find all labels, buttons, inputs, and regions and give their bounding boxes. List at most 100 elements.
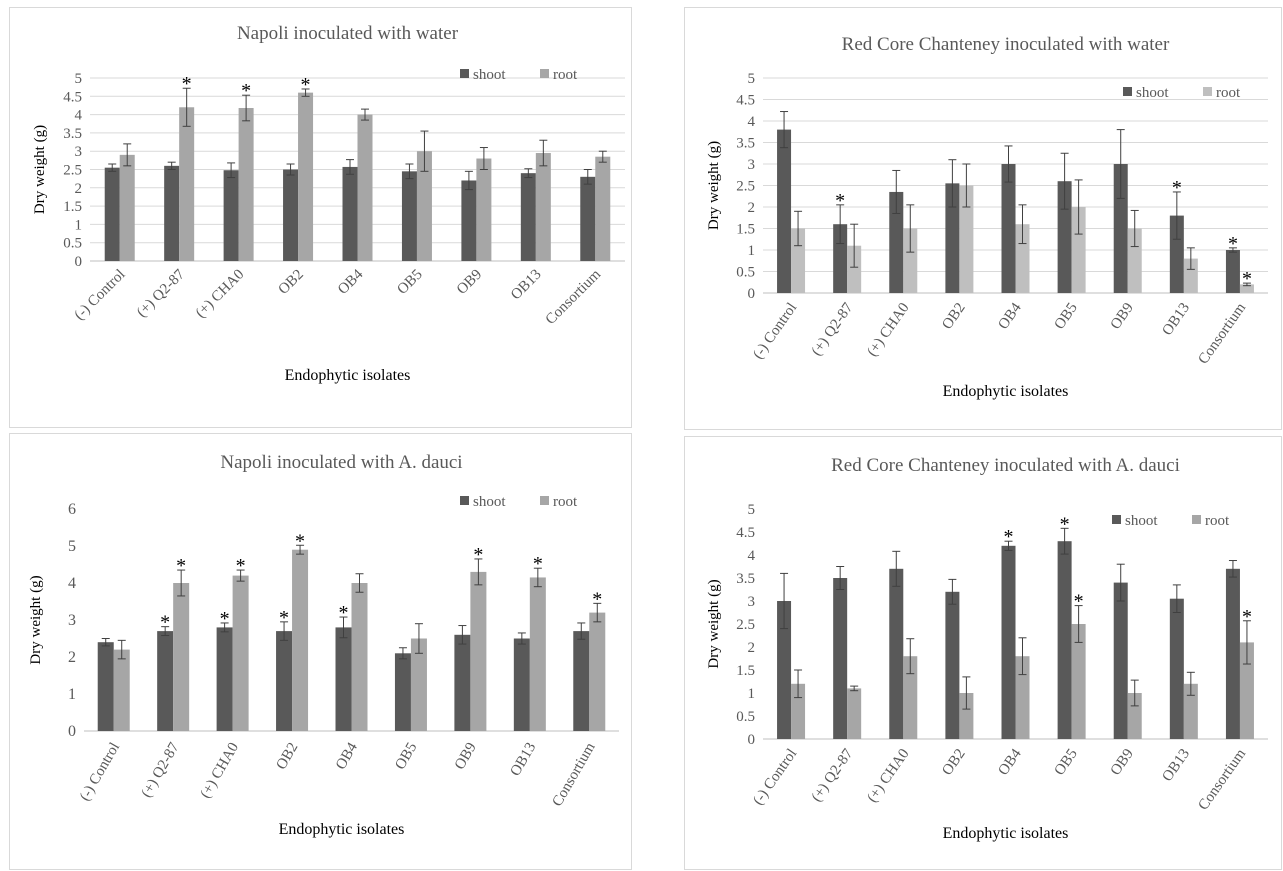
y-tick-label: 4 <box>748 114 756 130</box>
y-tick-label: 2 <box>748 200 756 216</box>
x-tick-label: OB5 <box>1052 300 1081 332</box>
significance-marker: * <box>533 553 543 575</box>
significance-marker: * <box>176 555 186 577</box>
bar-shoot <box>945 183 960 293</box>
bar-root <box>1127 228 1142 293</box>
y-tick-label: 2 <box>75 181 83 197</box>
y-tick-label: 5 <box>748 71 756 87</box>
bar-shoot <box>216 627 233 731</box>
significance-marker: * <box>592 588 602 610</box>
bar-root <box>173 583 190 731</box>
legend-swatch-shoot <box>1123 87 1132 96</box>
bar-root <box>470 571 487 731</box>
x-tick-label: OB2 <box>939 300 968 332</box>
chart-redcore-water: Red Core Chanteney inoculated with water… <box>706 34 1268 400</box>
y-tick-label: 1.5 <box>736 222 755 238</box>
significance-marker: * <box>182 73 192 95</box>
y-tick-label: 3 <box>68 612 76 629</box>
bar-root <box>1239 642 1254 739</box>
x-tick-label: OB5 <box>392 740 420 773</box>
x-tick-label: OB13 <box>508 267 545 304</box>
bar-shoot <box>777 129 792 293</box>
bar-root <box>410 638 427 731</box>
significance-marker: * <box>279 607 289 629</box>
significance-marker: * <box>1242 606 1252 628</box>
y-tick-label: 4 <box>68 575 76 592</box>
y-tick-label: 0.5 <box>63 236 82 252</box>
y-tick-label: 2 <box>68 649 76 666</box>
bar-shoot <box>104 167 120 261</box>
bar-shoot <box>945 591 960 739</box>
significance-marker: * <box>236 555 246 577</box>
legend-swatch-shoot <box>1112 515 1121 524</box>
x-axis-title: Endophytic isolates <box>943 825 1069 842</box>
bar-root <box>791 228 806 293</box>
bar-shoot <box>401 171 417 261</box>
bar-shoot <box>335 627 352 731</box>
bar-shoot <box>1225 568 1240 739</box>
bar-root <box>1239 284 1254 293</box>
x-tick-label: OB9 <box>1108 300 1137 332</box>
x-tick-label: OB9 <box>454 267 485 298</box>
x-tick-label: OB5 <box>1052 746 1081 778</box>
y-tick-label: 2 <box>748 640 756 656</box>
bar-shoot <box>1113 164 1128 293</box>
bar-root <box>1127 693 1142 739</box>
bar-shoot <box>223 170 239 261</box>
legend-swatch-root <box>1192 515 1201 524</box>
x-tick-label: OB2 <box>939 746 968 778</box>
chart-title: Napoli inoculated with A. dauci <box>220 452 462 473</box>
x-tick-label: Consortium <box>1195 746 1249 813</box>
x-tick-label: Consortium <box>1195 300 1249 367</box>
bar-root <box>903 228 918 293</box>
x-axis-title: Endophytic isolates <box>279 821 405 838</box>
y-tick-label: 4.5 <box>736 93 755 109</box>
y-tick-label: 0 <box>68 723 76 740</box>
bar-root <box>1183 683 1198 739</box>
bar-shoot <box>889 568 904 739</box>
x-tick-label: OB13 <box>1159 746 1193 785</box>
legend-label-shoot: shoot <box>1125 513 1158 529</box>
x-tick-label: OB4 <box>335 266 367 298</box>
bar-root <box>416 151 432 261</box>
bar-shoot <box>164 165 180 261</box>
bar-shoot <box>1225 250 1240 293</box>
bar-root <box>1183 258 1198 293</box>
bar-root <box>589 612 606 731</box>
chart-title: Red Core Chanteney inoculated with water <box>842 34 1170 55</box>
bar-root <box>847 688 862 739</box>
x-tick-label: (+) CHA0 <box>864 746 912 805</box>
bar-root <box>535 153 551 261</box>
bar-root <box>357 114 373 261</box>
y-tick-label: 3.5 <box>736 571 755 587</box>
significance-marker: * <box>1172 177 1182 199</box>
y-tick-label: 3 <box>748 157 756 173</box>
significance-marker: * <box>1004 526 1014 548</box>
significance-marker: * <box>835 190 845 212</box>
x-tick-label: (+) CHA0 <box>198 740 243 801</box>
bar-shoot <box>1169 598 1184 739</box>
legend-swatch-shoot <box>460 496 469 505</box>
bar-root <box>903 656 918 739</box>
y-tick-label: 4 <box>748 548 756 564</box>
y-tick-label: 0 <box>748 286 756 302</box>
y-tick-label: 1 <box>748 243 756 259</box>
bar-root <box>1015 656 1030 739</box>
y-tick-label: 0 <box>748 732 756 748</box>
legend-label-shoot: shoot <box>473 494 506 510</box>
bar-root <box>119 154 135 261</box>
x-axis-title: Endophytic isolates <box>943 383 1069 400</box>
x-tick-label: (-) Control <box>750 300 800 362</box>
y-tick-label: 6 <box>68 501 76 518</box>
x-tick-label: (-) Control <box>77 740 123 804</box>
x-tick-label: OB9 <box>1108 746 1137 778</box>
significance-marker: * <box>295 530 305 552</box>
y-tick-label: 5 <box>748 502 756 518</box>
y-tick-label: 0.5 <box>736 709 755 725</box>
bar-shoot <box>833 578 848 739</box>
x-tick-label: (+) CHA0 <box>864 300 912 359</box>
bar-root <box>1071 207 1086 293</box>
chart-title: Napoli inoculated with water <box>237 23 459 44</box>
bar-root <box>292 549 309 731</box>
bar-root <box>351 583 368 731</box>
